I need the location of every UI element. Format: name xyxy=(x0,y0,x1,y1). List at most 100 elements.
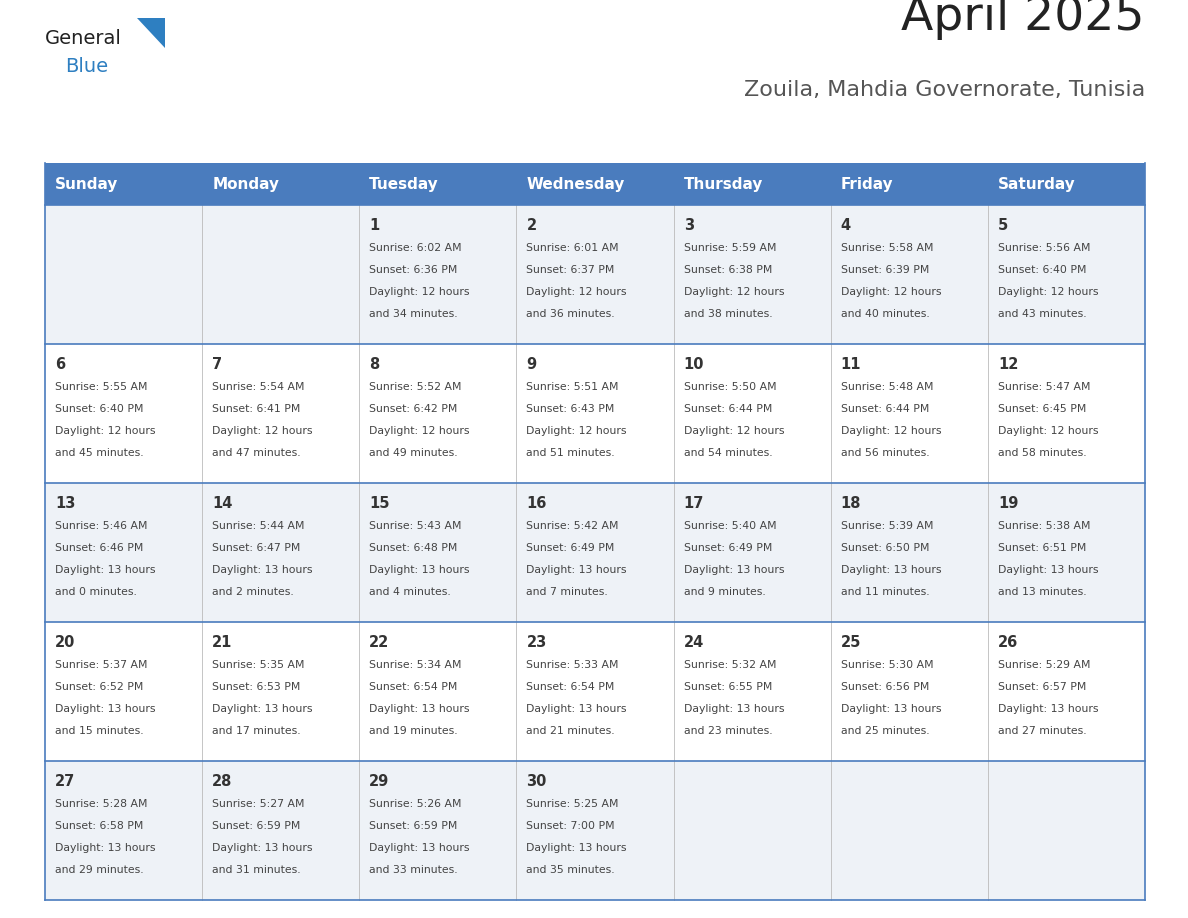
Text: Sunset: 6:52 PM: Sunset: 6:52 PM xyxy=(55,682,144,692)
Text: Sunrise: 5:29 AM: Sunrise: 5:29 AM xyxy=(998,660,1091,670)
Text: Sunrise: 5:47 AM: Sunrise: 5:47 AM xyxy=(998,382,1091,392)
Text: and 2 minutes.: and 2 minutes. xyxy=(213,587,293,597)
Text: Sunrise: 5:25 AM: Sunrise: 5:25 AM xyxy=(526,799,619,809)
Text: Sunset: 6:45 PM: Sunset: 6:45 PM xyxy=(998,404,1086,414)
Text: 13: 13 xyxy=(55,496,75,511)
Text: and 19 minutes.: and 19 minutes. xyxy=(369,726,457,736)
Text: Sunset: 7:00 PM: Sunset: 7:00 PM xyxy=(526,821,615,831)
Text: Daylight: 13 hours: Daylight: 13 hours xyxy=(683,565,784,575)
Text: Daylight: 13 hours: Daylight: 13 hours xyxy=(998,704,1099,714)
Text: Sunset: 6:59 PM: Sunset: 6:59 PM xyxy=(213,821,301,831)
Text: Sunrise: 5:39 AM: Sunrise: 5:39 AM xyxy=(841,521,934,531)
Text: and 13 minutes.: and 13 minutes. xyxy=(998,587,1087,597)
Text: 10: 10 xyxy=(683,357,704,372)
Text: 12: 12 xyxy=(998,357,1018,372)
Text: 25: 25 xyxy=(841,635,861,650)
Text: and 9 minutes.: and 9 minutes. xyxy=(683,587,765,597)
Text: Sunset: 6:37 PM: Sunset: 6:37 PM xyxy=(526,265,615,275)
Text: Sunrise: 5:55 AM: Sunrise: 5:55 AM xyxy=(55,382,147,392)
Text: Daylight: 13 hours: Daylight: 13 hours xyxy=(841,565,941,575)
Text: Daylight: 12 hours: Daylight: 12 hours xyxy=(526,287,627,297)
Text: General: General xyxy=(45,29,122,48)
Text: and 51 minutes.: and 51 minutes. xyxy=(526,448,615,458)
Text: Sunset: 6:49 PM: Sunset: 6:49 PM xyxy=(683,543,772,553)
Text: 2: 2 xyxy=(526,218,537,233)
Text: Sunset: 6:40 PM: Sunset: 6:40 PM xyxy=(998,265,1086,275)
Text: 5: 5 xyxy=(998,218,1009,233)
Text: Sunset: 6:49 PM: Sunset: 6:49 PM xyxy=(526,543,615,553)
Text: and 36 minutes.: and 36 minutes. xyxy=(526,309,615,319)
Text: Daylight: 12 hours: Daylight: 12 hours xyxy=(998,287,1099,297)
Text: Sunset: 6:38 PM: Sunset: 6:38 PM xyxy=(683,265,772,275)
Text: Sunrise: 5:26 AM: Sunrise: 5:26 AM xyxy=(369,799,462,809)
Text: 17: 17 xyxy=(683,496,704,511)
Text: 1: 1 xyxy=(369,218,379,233)
Text: Daylight: 13 hours: Daylight: 13 hours xyxy=(998,565,1099,575)
Bar xyxy=(45,761,1145,900)
Text: and 15 minutes.: and 15 minutes. xyxy=(55,726,144,736)
Text: Sunset: 6:59 PM: Sunset: 6:59 PM xyxy=(369,821,457,831)
Text: Sunrise: 5:38 AM: Sunrise: 5:38 AM xyxy=(998,521,1091,531)
Text: and 35 minutes.: and 35 minutes. xyxy=(526,865,615,875)
Text: Sunrise: 5:35 AM: Sunrise: 5:35 AM xyxy=(213,660,304,670)
Text: Sunrise: 5:52 AM: Sunrise: 5:52 AM xyxy=(369,382,462,392)
Text: Daylight: 12 hours: Daylight: 12 hours xyxy=(683,287,784,297)
Text: Friday: Friday xyxy=(841,176,893,192)
Text: Sunrise: 5:37 AM: Sunrise: 5:37 AM xyxy=(55,660,147,670)
Text: 28: 28 xyxy=(213,774,233,789)
Text: Daylight: 13 hours: Daylight: 13 hours xyxy=(213,565,312,575)
Text: Sunrise: 5:42 AM: Sunrise: 5:42 AM xyxy=(526,521,619,531)
Text: Daylight: 12 hours: Daylight: 12 hours xyxy=(526,426,627,436)
Text: Sunset: 6:41 PM: Sunset: 6:41 PM xyxy=(213,404,301,414)
Text: and 27 minutes.: and 27 minutes. xyxy=(998,726,1087,736)
Text: Sunrise: 5:46 AM: Sunrise: 5:46 AM xyxy=(55,521,147,531)
Text: Daylight: 12 hours: Daylight: 12 hours xyxy=(213,426,312,436)
Polygon shape xyxy=(137,18,165,48)
Text: Sunset: 6:54 PM: Sunset: 6:54 PM xyxy=(526,682,615,692)
Text: Wednesday: Wednesday xyxy=(526,176,625,192)
Text: and 49 minutes.: and 49 minutes. xyxy=(369,448,457,458)
Text: Sunset: 6:58 PM: Sunset: 6:58 PM xyxy=(55,821,144,831)
Text: Sunrise: 5:50 AM: Sunrise: 5:50 AM xyxy=(683,382,776,392)
Text: Daylight: 12 hours: Daylight: 12 hours xyxy=(369,426,469,436)
Text: Sunrise: 5:33 AM: Sunrise: 5:33 AM xyxy=(526,660,619,670)
Text: Sunrise: 5:51 AM: Sunrise: 5:51 AM xyxy=(526,382,619,392)
Text: and 54 minutes.: and 54 minutes. xyxy=(683,448,772,458)
Text: 29: 29 xyxy=(369,774,390,789)
Text: Sunrise: 5:48 AM: Sunrise: 5:48 AM xyxy=(841,382,934,392)
Text: 18: 18 xyxy=(841,496,861,511)
Text: April 2025: April 2025 xyxy=(902,0,1145,40)
Text: Sunset: 6:53 PM: Sunset: 6:53 PM xyxy=(213,682,301,692)
Text: Sunrise: 5:28 AM: Sunrise: 5:28 AM xyxy=(55,799,147,809)
Text: Sunset: 6:44 PM: Sunset: 6:44 PM xyxy=(683,404,772,414)
Text: and 23 minutes.: and 23 minutes. xyxy=(683,726,772,736)
Text: Daylight: 13 hours: Daylight: 13 hours xyxy=(369,704,469,714)
Text: Sunset: 6:46 PM: Sunset: 6:46 PM xyxy=(55,543,144,553)
Text: and 21 minutes.: and 21 minutes. xyxy=(526,726,615,736)
Text: and 40 minutes.: and 40 minutes. xyxy=(841,309,929,319)
Text: Daylight: 12 hours: Daylight: 12 hours xyxy=(841,287,941,297)
Text: Sunrise: 5:58 AM: Sunrise: 5:58 AM xyxy=(841,243,934,253)
Bar xyxy=(45,483,1145,622)
Text: and 0 minutes.: and 0 minutes. xyxy=(55,587,137,597)
Text: Sunrise: 5:34 AM: Sunrise: 5:34 AM xyxy=(369,660,462,670)
Text: and 47 minutes.: and 47 minutes. xyxy=(213,448,301,458)
Text: 7: 7 xyxy=(213,357,222,372)
Text: Sunset: 6:48 PM: Sunset: 6:48 PM xyxy=(369,543,457,553)
Text: Daylight: 12 hours: Daylight: 12 hours xyxy=(683,426,784,436)
Text: Daylight: 12 hours: Daylight: 12 hours xyxy=(55,426,156,436)
Text: 26: 26 xyxy=(998,635,1018,650)
Text: Daylight: 13 hours: Daylight: 13 hours xyxy=(55,704,156,714)
Text: Sunset: 6:57 PM: Sunset: 6:57 PM xyxy=(998,682,1086,692)
Text: Sunset: 6:40 PM: Sunset: 6:40 PM xyxy=(55,404,144,414)
Text: Daylight: 13 hours: Daylight: 13 hours xyxy=(526,565,627,575)
Text: Sunset: 6:47 PM: Sunset: 6:47 PM xyxy=(213,543,301,553)
Text: 21: 21 xyxy=(213,635,233,650)
Text: 11: 11 xyxy=(841,357,861,372)
Text: 4: 4 xyxy=(841,218,851,233)
Text: and 11 minutes.: and 11 minutes. xyxy=(841,587,929,597)
Text: Sunrise: 5:40 AM: Sunrise: 5:40 AM xyxy=(683,521,776,531)
Text: 14: 14 xyxy=(213,496,233,511)
Bar xyxy=(45,163,1145,205)
Text: 30: 30 xyxy=(526,774,546,789)
